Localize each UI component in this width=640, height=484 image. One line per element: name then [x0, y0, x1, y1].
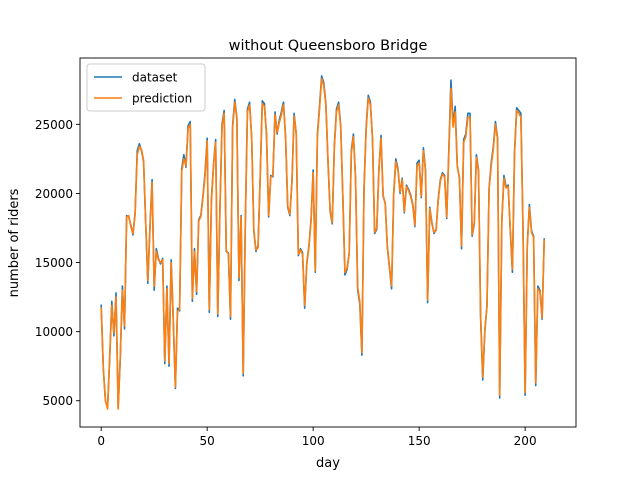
x-tick-label: 50	[200, 434, 215, 448]
series-line-prediction	[100, 77, 546, 410]
y-tick-label: 5000	[42, 394, 73, 408]
axes-frame	[79, 57, 577, 428]
chart-title: without Queensboro Bridge	[229, 38, 428, 54]
x-tick-label: 0	[97, 434, 105, 448]
legend-label-dataset: dataset	[132, 71, 178, 85]
legend-box	[86, 63, 206, 112]
x-tick-label: 150	[408, 434, 431, 448]
y-tick-label: 25000	[35, 118, 73, 132]
plot-area: 0 50 100 150 200 5000 10000 15000 20000 25000 data…	[35, 57, 577, 448]
y-tick-label: 10000	[35, 325, 73, 339]
x-tick-label: 200	[514, 434, 537, 448]
y-axis-label: number of riders	[7, 188, 22, 297]
y-tick-label: 20000	[35, 187, 73, 201]
legend: dataset prediction	[86, 63, 206, 112]
y-tick-label: 15000	[35, 256, 73, 270]
x-axis-label: day	[316, 456, 340, 471]
x-tick-label: 100	[302, 434, 325, 448]
legend-label-prediction: prediction	[132, 92, 192, 106]
